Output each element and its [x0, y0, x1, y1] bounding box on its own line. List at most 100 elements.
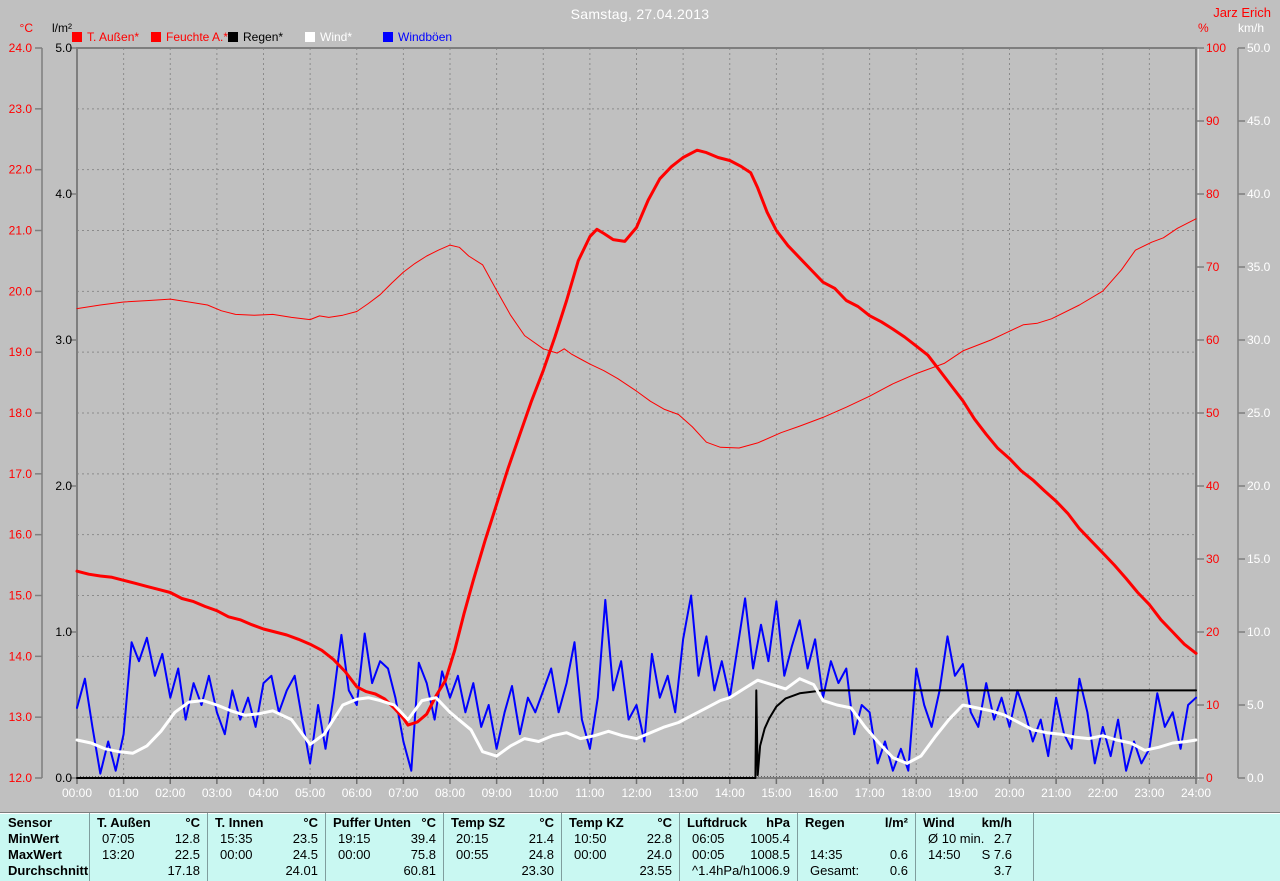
legend-item-feuchte-a: Feuchte A.*	[151, 30, 229, 44]
value-number: 17.18	[167, 863, 200, 878]
humidity-axis-tick-label: 0	[1206, 771, 1213, 785]
sensor-value-row: 00:00 24.5	[208, 847, 325, 863]
sensor-value-row: 14:50 S 7.6	[916, 847, 1033, 863]
value-number: 2.7	[993, 831, 1012, 846]
legend-label: T. Außen*	[87, 30, 140, 44]
sensor-name: Temp SZ	[451, 815, 505, 830]
table-row-labels: Sensor MinWert MaxWert Durchschnitt	[0, 813, 89, 881]
value-time: 15:35	[220, 831, 253, 846]
legend-swatch-feuchte-a	[151, 32, 161, 42]
value-number: 75.8	[410, 847, 436, 862]
value-time: ^1.4hPa/h	[692, 863, 751, 878]
time-axis-tick-label: 24:00	[1181, 786, 1211, 800]
sensor-column-header: Puffer Unten °C	[326, 815, 443, 831]
sensor-value-row: 10:50 22.8	[562, 831, 679, 847]
rain-axis-tick-label: 1.0	[55, 625, 72, 639]
sensor-column-header: T. Außen °C	[90, 815, 207, 831]
sensor-column-header: Temp KZ °C	[562, 815, 679, 831]
sensor-column-regen: Regen l/m² 14:35 0.6 Gesamt: 0.6	[797, 813, 915, 881]
value-number: 24.0	[646, 847, 672, 862]
wind-axis-tick-label: 15.0	[1247, 552, 1271, 566]
sensor-column-header: Luftdruck hPa	[680, 815, 797, 831]
sensor-value-row: 00:00 24.0	[562, 847, 679, 863]
value-number: 1005.4	[750, 831, 790, 846]
time-axis-tick-label: 04:00	[248, 786, 278, 800]
value-time	[805, 831, 810, 847]
value-time	[215, 863, 220, 879]
temp-axis-tick-label: 19.0	[9, 345, 33, 359]
time-axis-tick-label: 00:00	[62, 786, 92, 800]
time-axis-tick-label: 06:00	[342, 786, 372, 800]
temp-axis-tick-label: 20.0	[9, 284, 33, 298]
sensor-column-header: Regen l/m²	[798, 815, 915, 831]
value-time	[923, 863, 928, 879]
humidity-axis-unit-label: %	[1198, 21, 1209, 35]
time-axis-tick-label: 12:00	[621, 786, 651, 800]
page-title: Samstag, 27.04.2013	[570, 6, 710, 22]
temp-axis-tick-label: 14.0	[9, 649, 33, 663]
legend-swatch-t-aussen	[72, 32, 82, 42]
temp-axis-tick-label: 21.0	[9, 224, 33, 238]
rain-axis-unit-label: l/m²	[52, 21, 72, 35]
time-axis-tick-label: 10:00	[528, 786, 558, 800]
sensor-value-row: 00:55 24.8	[444, 847, 561, 863]
sensor-name: T. Außen	[97, 815, 151, 830]
wind-axis-tick-label: 0.0	[1247, 771, 1264, 785]
temp-axis-tick-label: 23.0	[9, 102, 33, 116]
time-axis-tick-label: 21:00	[1041, 786, 1071, 800]
time-axis-tick-label: 23:00	[1134, 786, 1164, 800]
sensor-value-row: 60.81	[326, 863, 443, 879]
wind-axis-tick-label: 45.0	[1247, 114, 1271, 128]
wind-axis-tick-label: 40.0	[1247, 187, 1271, 201]
time-axis-tick-label: 20:00	[994, 786, 1024, 800]
value-number: 22.5	[174, 847, 200, 862]
sensor-value-row: 00:00 75.8	[326, 847, 443, 863]
time-axis-tick-label: 16:00	[808, 786, 838, 800]
sensor-value-row: 07:05 12.8	[90, 831, 207, 847]
value-number: 24.8	[528, 847, 554, 862]
humidity-axis-tick-label: 90	[1206, 114, 1220, 128]
sensor-column-t-innen: T. Innen °C 15:35 23.5 00:00 24.5 24.01	[207, 813, 325, 881]
sensor-name: Luftdruck	[687, 815, 747, 830]
sensor-value-row: 23.30	[444, 863, 561, 879]
wind-axis-tick-label: 20.0	[1247, 479, 1271, 493]
sensor-column-t-au-en: T. Außen °C 07:05 12.8 13:20 22.5 17.18	[89, 813, 207, 881]
value-time: Ø 10 min.	[928, 831, 985, 846]
wind-axis-tick-label: 5.0	[1247, 698, 1264, 712]
sensor-column-header: Wind km/h	[916, 815, 1033, 831]
temp-axis-tick-label: 18.0	[9, 406, 33, 420]
sensor-column-header: T. Innen °C	[208, 815, 325, 831]
value-time: 19:15	[338, 831, 371, 846]
value-time	[451, 863, 456, 879]
wind-axis-tick-label: 10.0	[1247, 625, 1271, 639]
wind-axis-tick-label: 25.0	[1247, 406, 1271, 420]
sensor-unit: km/h	[981, 815, 1012, 830]
value-number: S 7.6	[981, 847, 1012, 862]
time-axis-tick-label: 11:00	[575, 786, 604, 800]
series-line-feuchte-a	[76, 218, 1197, 449]
sensor-column-wind: Wind km/h Ø 10 min. 2.7 14:50 S 7.6 3.7	[915, 813, 1033, 881]
time-axis-tick-label: 07:00	[388, 786, 418, 800]
sensor-unit: °C	[421, 815, 436, 830]
time-axis-tick-label: 05:00	[295, 786, 325, 800]
time-axis-tick-label: 18:00	[901, 786, 931, 800]
value-time: 00:05	[692, 847, 725, 862]
rain-axis-tick-label: 2.0	[55, 479, 72, 493]
temp-axis-tick-label: 17.0	[9, 467, 33, 481]
sensor-value-row: 24.01	[208, 863, 325, 879]
rain-axis-tick-label: 4.0	[55, 187, 72, 201]
temp-axis-tick-label: 16.0	[9, 528, 33, 542]
legend-label: Feuchte A.*	[166, 30, 229, 44]
sensor-value-row: 20:15 21.4	[444, 831, 561, 847]
value-number: 39.4	[410, 831, 436, 846]
value-time	[97, 863, 102, 879]
sensor-value-row: 23.55	[562, 863, 679, 879]
legend-item-t-aussen: T. Außen*	[72, 30, 140, 44]
time-axis-tick-label: 19:00	[948, 786, 978, 800]
rain-axis-tick-label: 0.0	[55, 771, 72, 785]
time-axis-tick-label: 15:00	[761, 786, 791, 800]
sensor-value-row: 14:35 0.6	[798, 847, 915, 863]
legend-swatch-wind	[305, 32, 315, 42]
legend-item-regen: Regen*	[228, 30, 283, 44]
